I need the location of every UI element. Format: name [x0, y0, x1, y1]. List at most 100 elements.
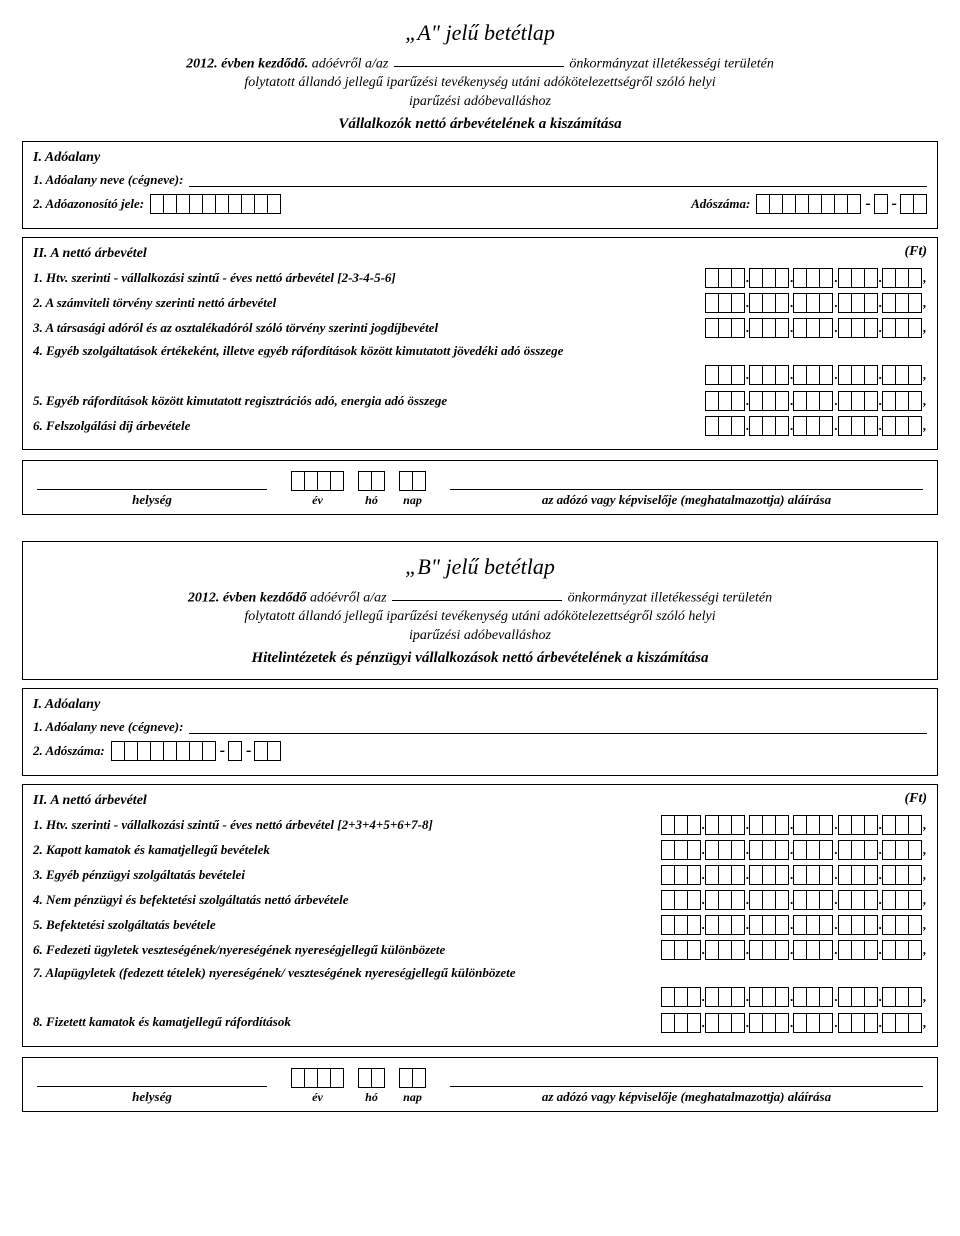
input-cell[interactable] — [705, 416, 719, 436]
tax-number-boxes[interactable]: -- — [756, 194, 927, 214]
input-cell[interactable] — [908, 1013, 922, 1033]
input-cell[interactable] — [731, 293, 745, 313]
input-cell[interactable] — [864, 365, 878, 385]
input-cell[interactable] — [202, 741, 216, 761]
input-cell[interactable] — [838, 318, 852, 338]
input-cell[interactable] — [705, 318, 719, 338]
taxpayer-name-field[interactable] — [189, 173, 927, 187]
input-cell[interactable] — [819, 293, 833, 313]
input-cell[interactable] — [674, 865, 688, 885]
input-cell[interactable] — [821, 194, 835, 214]
input-cell[interactable] — [731, 890, 745, 910]
input-cell[interactable] — [908, 268, 922, 288]
input-cell[interactable] — [851, 940, 865, 960]
input-cell[interactable] — [882, 890, 896, 910]
input-cell[interactable] — [793, 815, 807, 835]
input-cell[interactable] — [838, 987, 852, 1007]
input-cell[interactable] — [851, 268, 865, 288]
input-cell[interactable] — [399, 471, 413, 491]
amount-boxes[interactable]: ....., — [661, 890, 928, 910]
amount-boxes[interactable]: ....., — [661, 865, 928, 885]
input-cell[interactable] — [661, 890, 675, 910]
input-cell[interactable] — [291, 471, 305, 491]
input-cell[interactable] — [756, 194, 770, 214]
input-cell[interactable] — [908, 318, 922, 338]
input-cell[interactable] — [808, 194, 822, 214]
input-cell[interactable] — [851, 915, 865, 935]
input-cell[interactable] — [769, 194, 783, 214]
input-cell[interactable] — [895, 840, 909, 860]
input-cell[interactable] — [793, 890, 807, 910]
input-cell[interactable] — [775, 987, 789, 1007]
input-cell[interactable] — [661, 1013, 675, 1033]
input-cell[interactable] — [908, 987, 922, 1007]
input-cell[interactable] — [864, 940, 878, 960]
input-cell[interactable] — [718, 840, 732, 860]
input-cell[interactable] — [851, 815, 865, 835]
input-cell[interactable] — [775, 1013, 789, 1033]
input-cell[interactable] — [705, 815, 719, 835]
input-cell[interactable] — [882, 416, 896, 436]
input-cell[interactable] — [241, 194, 255, 214]
input-cell[interactable] — [864, 268, 878, 288]
input-cell[interactable] — [908, 293, 922, 313]
input-cell[interactable] — [731, 1013, 745, 1033]
input-cell[interactable] — [775, 416, 789, 436]
year-boxes[interactable] — [291, 471, 344, 491]
input-cell[interactable] — [176, 741, 190, 761]
input-cell[interactable] — [705, 365, 719, 385]
input-cell[interactable] — [317, 1068, 331, 1088]
input-cell[interactable] — [819, 815, 833, 835]
input-cell[interactable] — [718, 416, 732, 436]
municipality-blank[interactable] — [394, 52, 564, 67]
input-cell[interactable] — [864, 987, 878, 1007]
day-boxes[interactable] — [399, 471, 426, 491]
input-cell[interactable] — [882, 268, 896, 288]
input-cell[interactable] — [900, 194, 914, 214]
input-cell[interactable] — [762, 890, 776, 910]
input-cell[interactable] — [687, 840, 701, 860]
input-cell[interactable] — [864, 815, 878, 835]
input-cell[interactable] — [762, 318, 776, 338]
input-cell[interactable] — [304, 1068, 318, 1088]
input-cell[interactable] — [895, 293, 909, 313]
input-cell[interactable] — [882, 987, 896, 1007]
input-cell[interactable] — [806, 915, 820, 935]
input-cell[interactable] — [793, 416, 807, 436]
input-cell[interactable] — [908, 365, 922, 385]
input-cell[interactable] — [775, 840, 789, 860]
input-cell[interactable] — [661, 865, 675, 885]
input-cell[interactable] — [895, 391, 909, 411]
input-cell[interactable] — [908, 391, 922, 411]
input-cell[interactable] — [762, 815, 776, 835]
input-cell[interactable] — [674, 940, 688, 960]
input-cell[interactable] — [793, 318, 807, 338]
input-cell[interactable] — [775, 940, 789, 960]
input-cell[interactable] — [731, 318, 745, 338]
input-cell[interactable] — [819, 890, 833, 910]
input-cell[interactable] — [291, 1068, 305, 1088]
input-cell[interactable] — [762, 940, 776, 960]
input-cell[interactable] — [838, 890, 852, 910]
input-cell[interactable] — [882, 293, 896, 313]
input-cell[interactable] — [749, 915, 763, 935]
input-cell[interactable] — [851, 865, 865, 885]
input-cell[interactable] — [718, 365, 732, 385]
input-cell[interactable] — [908, 940, 922, 960]
input-cell[interactable] — [819, 318, 833, 338]
input-cell[interactable] — [163, 194, 177, 214]
input-cell[interactable] — [762, 416, 776, 436]
input-cell[interactable] — [874, 194, 888, 214]
input-cell[interactable] — [304, 471, 318, 491]
input-cell[interactable] — [793, 865, 807, 885]
input-cell[interactable] — [806, 865, 820, 885]
amount-boxes[interactable]: ....., — [661, 815, 928, 835]
input-cell[interactable] — [762, 1013, 776, 1033]
input-cell[interactable] — [775, 815, 789, 835]
input-cell[interactable] — [150, 741, 164, 761]
input-cell[interactable] — [851, 293, 865, 313]
input-cell[interactable] — [687, 865, 701, 885]
input-cell[interactable] — [674, 1013, 688, 1033]
input-cell[interactable] — [674, 815, 688, 835]
input-cell[interactable] — [838, 268, 852, 288]
